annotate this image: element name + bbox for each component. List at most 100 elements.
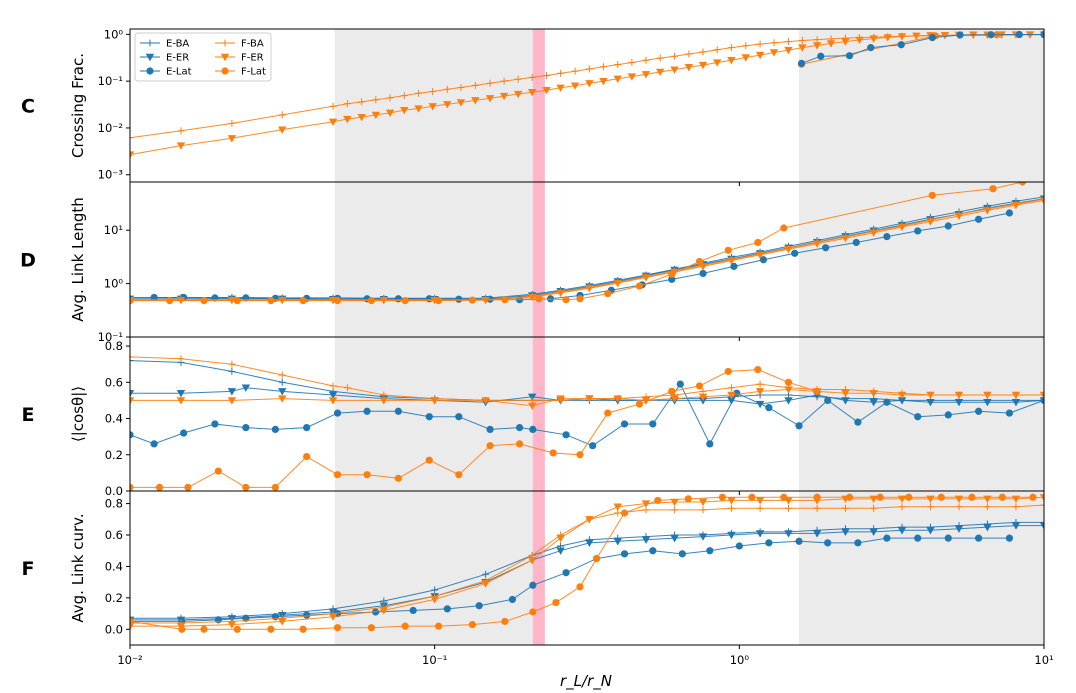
data-point-E-Lat bbox=[735, 542, 743, 550]
panel-D: 10¹ 10⁰ 10⁻¹ Avg. Link Length D bbox=[20, 181, 1045, 344]
data-point-F-ER bbox=[585, 516, 594, 524]
data-point-E-Lat bbox=[678, 550, 686, 558]
data-point-F-ER bbox=[926, 391, 935, 400]
data-point-E-ER bbox=[983, 523, 992, 532]
data-point-E-ER bbox=[1011, 399, 1021, 407]
data-point-E-Lat bbox=[765, 404, 773, 412]
panel-F: 0.8 0.6 0.4 0.2 0.0 Avg. Link curv. F bbox=[22, 490, 1045, 649]
data-point-E-ER bbox=[328, 391, 338, 400]
data-point-F-BA bbox=[429, 88, 437, 96]
y-tick-label: 0.0 bbox=[105, 622, 123, 636]
data-point-F-ER bbox=[528, 402, 537, 411]
series-group bbox=[130, 30, 1044, 159]
y-tick-label: 10⁰ bbox=[104, 27, 124, 41]
data-point-F-BA bbox=[642, 56, 650, 64]
panel-E: 0.8 0.6 0.4 0.2 0.0 ⟨|cosθ|⟩ E bbox=[22, 336, 1045, 498]
data-point-E-Lat bbox=[562, 431, 570, 439]
data-point-F-Lat bbox=[620, 509, 629, 517]
data-point-E-Lat bbox=[363, 407, 371, 415]
y-tick-label: 10⁻¹ bbox=[98, 74, 123, 88]
data-point-F-ER bbox=[641, 500, 651, 508]
data-point-E-Lat bbox=[730, 262, 738, 271]
data-point-F-Lat bbox=[754, 238, 762, 247]
data-point-F-ER bbox=[656, 68, 665, 77]
data-point-F-Lat bbox=[501, 296, 509, 304]
data-point-F-ER bbox=[1011, 201, 1021, 210]
y-tick-label: 0.0 bbox=[105, 484, 123, 498]
data-point-F-ER bbox=[556, 289, 565, 298]
x-tick-label: 10⁻¹ bbox=[422, 653, 447, 667]
data-point-F-Lat bbox=[668, 270, 676, 278]
data-point-F-Lat bbox=[303, 452, 311, 461]
data-point-F-ER bbox=[869, 35, 878, 43]
data-point-F-BA bbox=[870, 504, 878, 512]
data-point-F-BA bbox=[813, 36, 821, 44]
data-point-F-Lat bbox=[130, 297, 134, 305]
data-point-F-ER bbox=[585, 80, 594, 88]
data-point-F-Lat bbox=[989, 185, 997, 193]
data-point-F-ER bbox=[713, 59, 722, 67]
data-point-F-ER bbox=[897, 223, 907, 232]
data-point-F-Lat bbox=[299, 625, 307, 633]
data-point-F-ER bbox=[528, 89, 537, 97]
data-point-F-ER bbox=[727, 257, 736, 265]
data-point-F-ER bbox=[1011, 391, 1021, 400]
data-point-F-Lat bbox=[576, 583, 584, 591]
data-point-F-Lat bbox=[552, 598, 560, 607]
data-point-E-Lat bbox=[1005, 209, 1014, 217]
data-point-F-Lat bbox=[425, 456, 433, 464]
data-point-E-Lat bbox=[883, 534, 891, 542]
data-point-F-BA bbox=[500, 77, 508, 85]
y-tick-label: 10⁰ bbox=[104, 277, 124, 291]
data-point-F-Lat bbox=[784, 378, 793, 386]
data-point-E-Lat bbox=[394, 407, 402, 415]
data-point-F-Lat bbox=[200, 625, 208, 633]
data-point-F-Lat bbox=[668, 387, 676, 395]
data-point-F-ER bbox=[755, 51, 765, 60]
data-point-F-ER bbox=[481, 580, 490, 588]
data-point-E-ER bbox=[755, 530, 765, 538]
data-point-F-ER bbox=[841, 234, 850, 243]
y-tick-label: 0.8 bbox=[105, 497, 123, 511]
data-point-F-Lat bbox=[604, 409, 612, 417]
series-line-E-Lat bbox=[130, 383, 1044, 447]
data-point-E-ER bbox=[278, 388, 287, 396]
data-point-E-ER bbox=[869, 528, 878, 537]
data-point-E-Lat bbox=[824, 539, 832, 547]
data-point-F-BA bbox=[656, 54, 664, 62]
data-point-F-Lat bbox=[937, 493, 945, 501]
data-point-E-Lat bbox=[914, 534, 922, 542]
data-point-E-Lat bbox=[150, 440, 158, 448]
data-point-F-Lat bbox=[529, 608, 537, 616]
data-point-F-ER bbox=[698, 61, 708, 70]
data-point-E-ER bbox=[897, 397, 907, 405]
data-point-F-BA bbox=[671, 506, 679, 514]
data-point-F-Lat bbox=[654, 496, 662, 505]
data-point-F-BA bbox=[571, 67, 579, 75]
data-point-F-ER bbox=[430, 397, 439, 405]
data-point-F-Lat bbox=[1029, 493, 1037, 501]
legend-label: F-Lat bbox=[241, 67, 266, 78]
data-point-F-ER bbox=[556, 84, 565, 93]
data-point-F-BA bbox=[443, 85, 451, 93]
data-point-F-BA bbox=[699, 506, 707, 514]
data-point-F-ER bbox=[741, 54, 750, 62]
data-point-F-ER bbox=[613, 279, 622, 288]
data-point-F-Lat bbox=[592, 554, 601, 563]
data-point-F-ER bbox=[641, 274, 651, 282]
data-point-F-Lat bbox=[333, 624, 342, 632]
data-point-F-BA bbox=[514, 75, 522, 83]
data-point-E-Lat bbox=[852, 238, 860, 247]
data-point-F-ER bbox=[855, 36, 864, 45]
data-point-F-Lat bbox=[535, 295, 543, 303]
data-point-F-ER bbox=[954, 391, 964, 400]
data-point-F-Lat bbox=[549, 449, 557, 457]
data-point-F-Lat bbox=[401, 297, 409, 305]
data-point-E-ER bbox=[954, 525, 964, 533]
data-point-E-ER bbox=[841, 397, 850, 405]
data-point-E-Lat bbox=[529, 581, 537, 589]
data-point-E-ER bbox=[130, 389, 135, 398]
data-point-F-ER bbox=[755, 388, 765, 396]
data-point-F-ER bbox=[841, 38, 850, 46]
